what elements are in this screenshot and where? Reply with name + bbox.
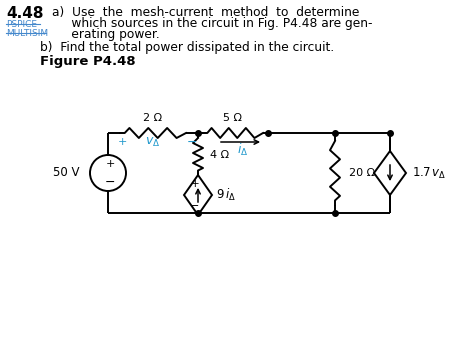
Text: −: −: [191, 201, 200, 211]
Text: 50 V: 50 V: [54, 166, 80, 179]
Text: a)  Use  the  mesh-current  method  to  determine: a) Use the mesh-current method to determ…: [52, 6, 359, 19]
Text: +: +: [117, 137, 127, 147]
Text: −: −: [105, 176, 115, 189]
Text: $9\,i_\Delta$: $9\,i_\Delta$: [216, 187, 236, 203]
Text: 4 Ω: 4 Ω: [210, 151, 229, 161]
Text: erating power.: erating power.: [52, 28, 160, 41]
Text: 2 Ω: 2 Ω: [144, 113, 163, 123]
Text: MULTISIM: MULTISIM: [6, 29, 48, 38]
Text: which sources in the circuit in Fig. P4.48 are gen-: which sources in the circuit in Fig. P4.…: [52, 17, 373, 30]
Text: 5 Ω: 5 Ω: [224, 113, 243, 123]
Text: b)  Find the total power dissipated in the circuit.: b) Find the total power dissipated in th…: [40, 41, 334, 54]
Text: PSPICE: PSPICE: [6, 20, 37, 29]
Text: $1.7\,v_\Delta$: $1.7\,v_\Delta$: [412, 165, 446, 180]
Text: +: +: [191, 179, 199, 189]
Text: 20 Ω: 20 Ω: [349, 168, 375, 178]
Text: 4.48: 4.48: [6, 6, 44, 21]
Text: Figure P4.48: Figure P4.48: [40, 55, 136, 68]
Text: −: −: [187, 135, 197, 149]
Text: +: +: [105, 159, 115, 169]
Text: $v_\Delta$: $v_\Delta$: [146, 135, 161, 149]
Text: $i_\Delta$: $i_\Delta$: [237, 142, 248, 158]
